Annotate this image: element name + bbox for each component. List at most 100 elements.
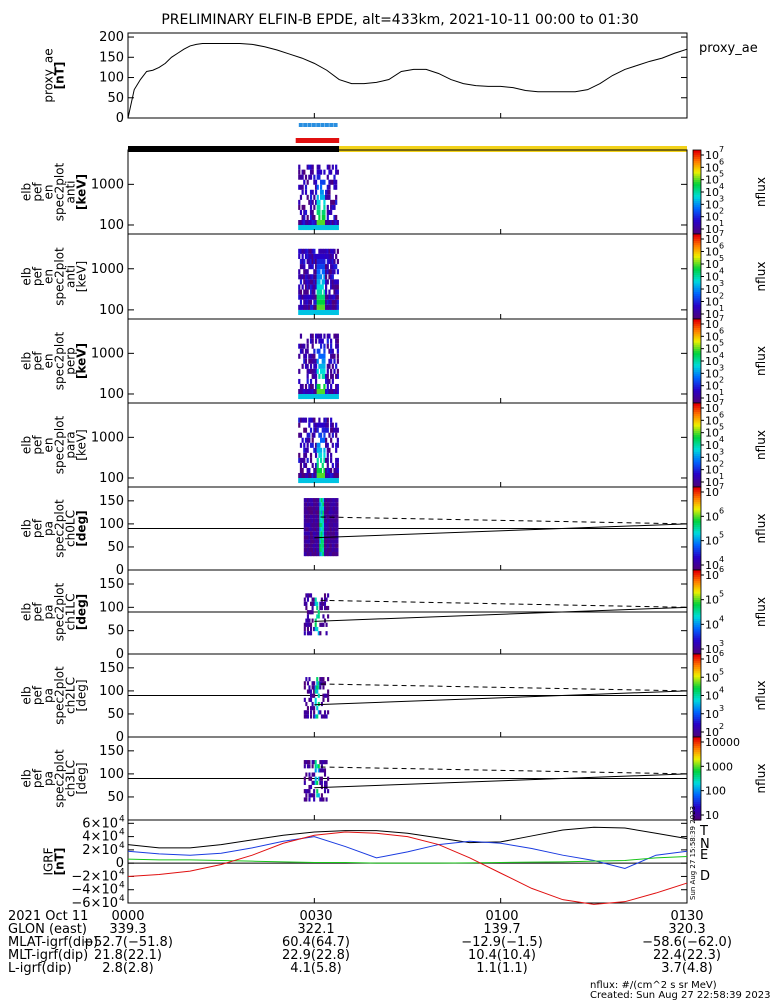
orbit-bar-segment [339, 146, 687, 152]
colorbar-step [693, 497, 701, 501]
colorbar-step [693, 595, 701, 598]
spectrogram-cell [318, 452, 321, 458]
pa-spectrogram-cell [311, 514, 314, 519]
spectrogram-cell [335, 284, 338, 290]
spectrogram-cell [316, 442, 319, 448]
colorbar-exponent: 5 [719, 590, 724, 599]
pa-spectrogram-cell [319, 601, 322, 606]
colorbar-step [693, 776, 701, 780]
spectrogram-cell [319, 274, 323, 280]
spectrogram-cell [330, 457, 333, 463]
spectrogram-cell [308, 304, 311, 310]
pa-spectrogram-cell [306, 543, 309, 548]
colorbar-exponent: 5 [719, 667, 724, 676]
spectrogram-cell [325, 427, 328, 433]
colorbar-step [693, 442, 701, 446]
colorbar-title: nflux [754, 597, 768, 627]
pa-spectrogram-cell [322, 697, 325, 702]
pa-spectrogram-cell [328, 527, 331, 532]
pa-spectrogram-cell [320, 552, 323, 557]
colorbar-label: 10 [705, 246, 719, 259]
spectrogram-cell [299, 289, 303, 295]
pa-spectrogram-cell [311, 610, 314, 615]
colorbar-step [693, 342, 701, 345]
spectrogram-cell [325, 294, 328, 300]
spectrogram-cell [323, 343, 326, 349]
spectrogram-cell [308, 472, 311, 479]
spectrogram-cell [304, 452, 308, 458]
colorbar-step [693, 755, 701, 759]
spectrogram-cell [330, 467, 333, 473]
colorbar-label: 10 [705, 380, 719, 393]
pa-spectrogram-cell [309, 793, 313, 798]
spectrogram-cell [308, 467, 311, 473]
spectrogram-cell [316, 368, 319, 374]
spectrogram-cell [323, 289, 326, 295]
spectrogram-cell [330, 225, 333, 231]
spectrogram-cell [313, 472, 316, 479]
spectrogram-cell [323, 368, 326, 374]
spectrogram-cell [333, 258, 336, 265]
colorbar-step [693, 248, 701, 252]
colorbar-step [693, 545, 701, 548]
pa-spectrogram-cell [309, 622, 313, 627]
spectrogram-cell [314, 279, 318, 285]
spectrogram-cell [330, 204, 333, 210]
spectrogram-cell [321, 472, 324, 479]
spectrogram-cell [335, 289, 338, 295]
spectrogram-cell [314, 219, 318, 226]
pa-spectrogram-cell [303, 522, 306, 528]
spectrogram-cell [330, 258, 333, 265]
pa-spectrogram-cell [313, 527, 316, 532]
pa-spectrogram-cell [325, 622, 328, 627]
spectrogram-cell [336, 304, 339, 310]
spectrogram-cell [299, 348, 303, 354]
colorbar-step [693, 384, 701, 387]
y-axis-label: pa [42, 771, 56, 786]
colorbar-step [693, 382, 701, 385]
spectrogram-cell [328, 269, 331, 275]
spectrogram-cell [303, 258, 306, 265]
colorbar-step [693, 413, 701, 417]
spectrogram-cell [335, 179, 338, 185]
spectrogram-cell [326, 164, 329, 170]
colorbar-step [693, 489, 701, 492]
spectrogram-cell [336, 279, 339, 285]
pa-spectrogram-cell [306, 502, 309, 507]
spectrogram-cell [331, 304, 334, 310]
spectrogram-cell [330, 274, 333, 280]
pa-spectrogram-cell [320, 510, 323, 515]
spectrogram-cell [331, 442, 334, 448]
colorbar-step [693, 532, 701, 536]
spectrogram-cell [311, 199, 314, 205]
colorbar-step [693, 253, 701, 256]
colorbar-step [693, 576, 701, 579]
spectrogram-cell [306, 304, 309, 310]
spectrogram-cell [311, 394, 314, 400]
spectrogram-cell [299, 174, 303, 180]
colorbar-step [693, 331, 701, 335]
spectrogram-cell [333, 179, 336, 185]
pa-spectrogram-cell [306, 614, 309, 619]
spectrogram-cell [314, 358, 318, 364]
spectrogram-cell [309, 204, 313, 210]
pa-spectrogram-cell [317, 527, 320, 532]
pa-spectrogram-cell [305, 539, 308, 544]
spectrogram-cell [333, 467, 336, 473]
spectrogram-cell [309, 289, 313, 295]
spectrogram-cell [303, 478, 306, 484]
spectrogram-cell [319, 299, 323, 305]
spectrogram-cell [309, 264, 313, 270]
colorbar-step [693, 333, 701, 337]
pa-spectrogram-cell [313, 793, 316, 798]
pa-spectrogram-cell [305, 701, 308, 707]
spectrogram-cell [333, 304, 336, 310]
colorbar-step [693, 730, 701, 734]
spectrogram-cell [298, 353, 301, 359]
spectrogram-cell [313, 284, 316, 290]
y-axis-label: spec2plot [53, 499, 67, 558]
pa-spectrogram-cell [308, 552, 311, 557]
colorbar-step [693, 461, 701, 465]
pa-spectrogram-cell [305, 535, 308, 540]
pa-spectrogram-cell [313, 710, 316, 715]
